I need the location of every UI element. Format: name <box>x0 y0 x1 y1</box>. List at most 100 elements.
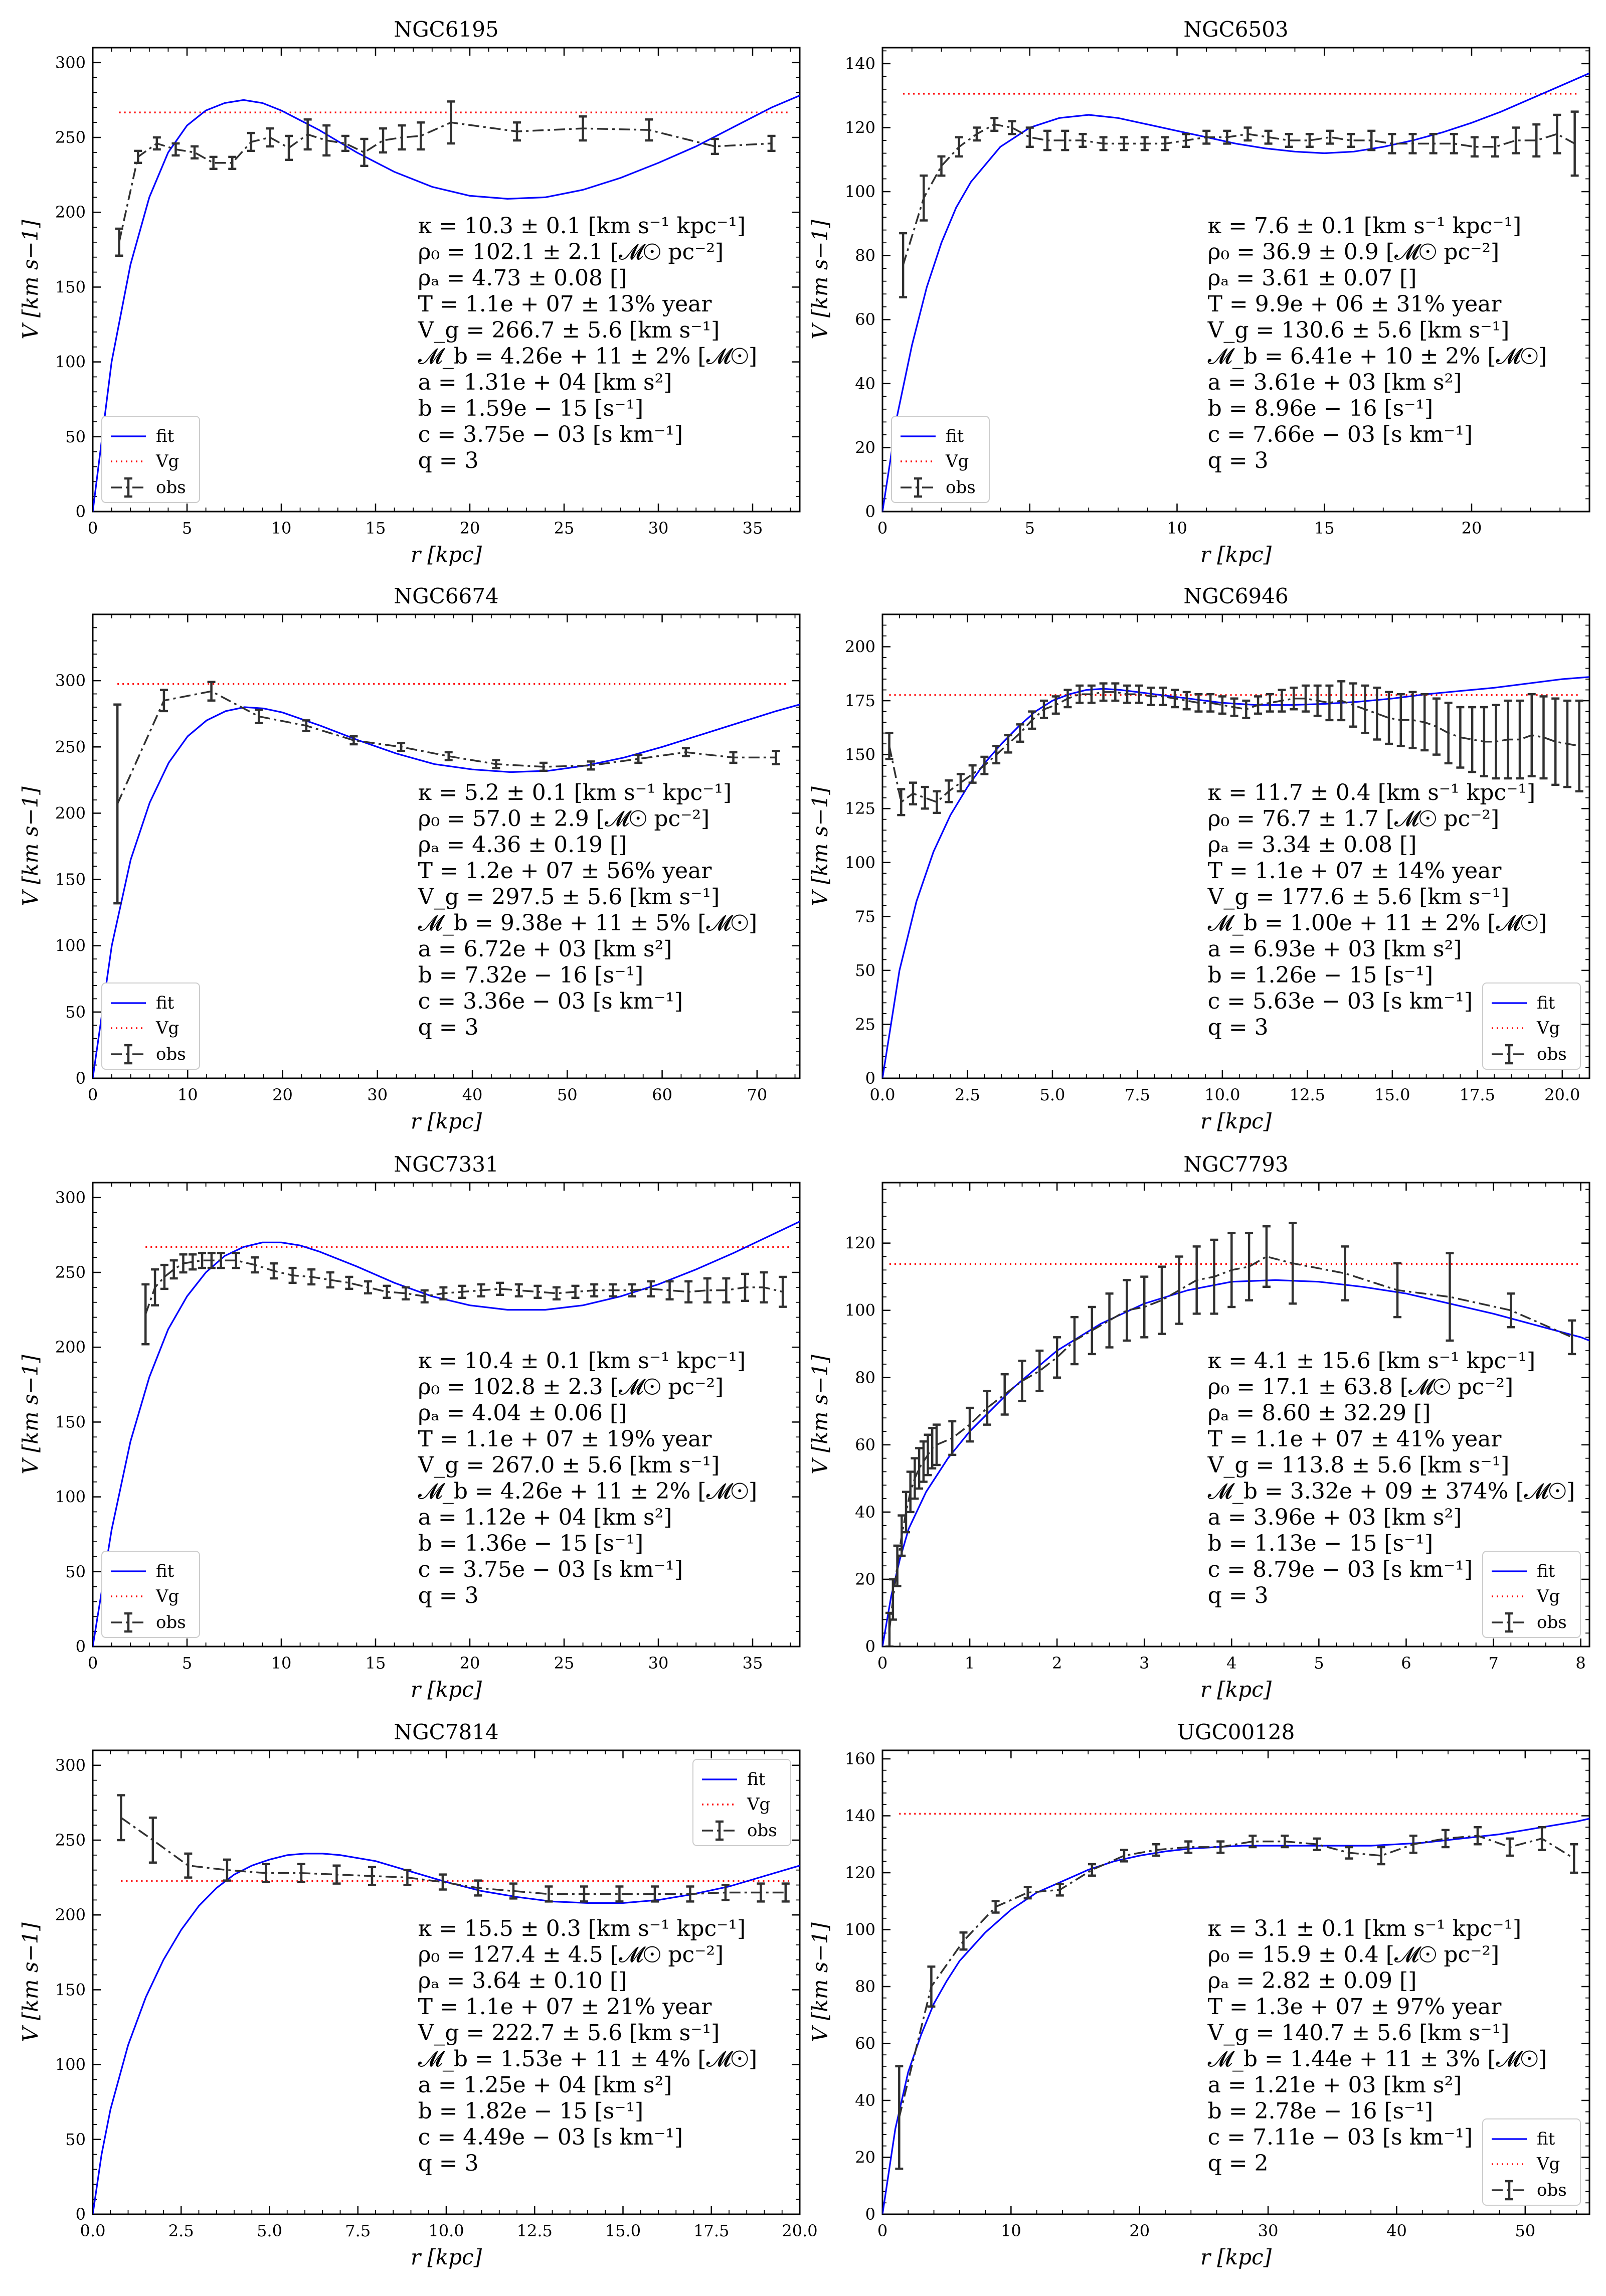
legend-box <box>692 1759 791 1846</box>
x-tick-label: 7 <box>1488 1654 1498 1673</box>
y-tick-label: 140 <box>845 54 875 73</box>
y-tick-label: 80 <box>855 1368 875 1387</box>
legend-label: obs <box>156 1612 186 1632</box>
legend-label: fit <box>1537 1561 1555 1581</box>
param-line: T = 1.1e + 07 ± 13% year <box>418 291 712 317</box>
param-line: c = 3.75e − 03 [s km⁻¹] <box>418 422 683 447</box>
x-tick-label: 0.0 <box>870 1085 896 1104</box>
y-tick-label: 150 <box>55 1412 86 1431</box>
x-tick-label: 0 <box>88 1085 98 1104</box>
y-tick-label: 100 <box>845 853 875 872</box>
param-line: q = 3 <box>1208 1583 1269 1608</box>
param-line: c = 5.63e − 03 [s km⁻¹] <box>1208 989 1473 1014</box>
x-tick-label: 0 <box>877 1654 887 1673</box>
x-axis-label: r [kpc] <box>411 1109 482 1133</box>
param-line: c = 3.36e − 03 [s km⁻¹] <box>418 989 683 1014</box>
x-tick-label: 70 <box>747 1085 767 1104</box>
x-tick-label: 15 <box>366 1654 386 1673</box>
x-tick-label: 5 <box>182 1654 192 1673</box>
obs-curve <box>116 690 776 804</box>
axes-frame <box>881 1749 1590 2215</box>
y-tick-label: 0 <box>865 1637 875 1656</box>
param-line: T = 1.3e + 07 ± 97% year <box>1208 1994 1502 2020</box>
legend: fit Vg obs <box>1482 982 1581 1070</box>
param-line: V_g = 130.6 ± 5.6 [km s⁻¹] <box>1207 317 1510 343</box>
param-line: c = 3.75e − 03 [s km⁻¹] <box>418 1557 683 1582</box>
x-tick-label: 40 <box>1386 2221 1407 2240</box>
y-axis-label: V [km s−1] <box>808 786 832 906</box>
legend-label: fit <box>156 993 174 1013</box>
y-tick-label: 25 <box>855 1015 875 1034</box>
plot-area <box>882 72 1589 512</box>
legend-label: fit <box>1537 2129 1555 2149</box>
y-tick-label: 80 <box>855 1977 875 1996</box>
panel-title: NGC7331 <box>394 1152 498 1177</box>
param-line: 𝓜_b = 1.53e + 11 ± 4% [𝓜☉] <box>418 2046 758 2072</box>
legend-label: fit <box>1537 993 1555 1013</box>
x-tick-label: 40 <box>462 1085 483 1104</box>
param-line: V_g = 297.5 ± 5.6 [km s⁻¹] <box>418 884 720 910</box>
y-tick-label: 50 <box>65 1003 86 1022</box>
y-tick-label: 200 <box>55 1338 86 1357</box>
y-tick-label: 80 <box>855 246 875 265</box>
x-tick-label: 15 <box>366 519 386 538</box>
x-tick-label: 10.0 <box>1204 1085 1240 1104</box>
y-tick-label: 50 <box>65 1562 86 1581</box>
param-line: ρ₀ = 76.7 ± 1.7 [𝓜☉ pc⁻²] <box>1208 806 1500 832</box>
y-tick-label: 100 <box>845 1301 875 1320</box>
x-tick-label: 7.5 <box>1125 1085 1150 1104</box>
x-axis-label: r [kpc] <box>1200 1677 1272 1702</box>
x-tick-label: 2.5 <box>955 1085 980 1104</box>
panel-title: NGC7814 <box>394 1720 498 1744</box>
x-tick-label: 0 <box>877 519 887 538</box>
x-tick-label: 20 <box>272 1085 293 1104</box>
x-tick-label: 20 <box>1129 2221 1150 2240</box>
y-tick-label: 20 <box>855 438 875 457</box>
param-line: b = 1.26e − 15 [s⁻¹] <box>1208 962 1434 988</box>
y-tick-label: 300 <box>55 53 86 72</box>
y-tick-label: 120 <box>845 118 875 137</box>
param-line: ρₐ = 3.64 ± 0.10 [] <box>418 1968 627 1994</box>
x-tick-label: 2 <box>1052 1654 1062 1673</box>
panel-ngc6946: NGC6946 0.0 2.5 5.0 7.5 10.0 12.5 15.0 17.5 20.0 0… <box>808 584 1590 1133</box>
param-line: b = 1.82e − 15 [s⁻¹] <box>418 2098 644 2124</box>
x-tick-label: 0.0 <box>80 2221 106 2240</box>
x-tick-label: 10 <box>177 1085 198 1104</box>
fit-curve <box>93 95 800 512</box>
plot-area <box>93 1221 800 1647</box>
param-line: T = 9.9e + 06 ± 31% year <box>1208 291 1502 317</box>
param-line: q = 3 <box>418 1583 479 1608</box>
y-tick-label: 60 <box>855 1435 875 1454</box>
y-tick-label: 250 <box>55 1263 86 1282</box>
legend-box <box>1482 982 1581 1070</box>
x-tick-label: 15 <box>1314 519 1335 538</box>
x-tick-label: 20 <box>1462 519 1482 538</box>
y-tick-label: 100 <box>845 1920 875 1939</box>
param-line: c = 7.66e − 03 [s km⁻¹] <box>1208 422 1473 447</box>
y-tick-label: 20 <box>855 1570 875 1589</box>
panel-title: UGC00128 <box>1177 1720 1295 1744</box>
legend-label: obs <box>156 477 186 498</box>
y-tick-label: 150 <box>55 870 86 889</box>
y-tick-label: 200 <box>845 637 875 657</box>
param-line: ρ₀ = 17.1 ± 63.8 [𝓜☉ pc⁻²] <box>1208 1374 1514 1400</box>
param-line: κ = 15.5 ± 0.3 [km s⁻¹ kpc⁻¹] <box>418 1916 746 1941</box>
y-tick-label: 250 <box>55 1831 86 1850</box>
legend-label: fit <box>156 1561 174 1581</box>
param-line: κ = 5.2 ± 0.1 [km s⁻¹ kpc⁻¹] <box>418 780 732 805</box>
param-line: ρₐ = 4.73 ± 0.08 [] <box>418 265 627 291</box>
y-tick-label: 100 <box>55 353 86 372</box>
x-tick-label: 4 <box>1226 1654 1236 1673</box>
y-tick-label: 100 <box>845 182 875 201</box>
x-tick-label: 0 <box>877 2221 887 2240</box>
x-tick-label: 1 <box>965 1654 975 1673</box>
param-line: 𝓜_b = 1.00e + 11 ± 2% [𝓜☉] <box>1208 910 1547 936</box>
x-tick-label: 5 <box>182 519 192 538</box>
panel-ngc6503: NGC6503 0 5 10 15 20 0 20 40 60 80 100 120 140 r [kpc]… <box>808 17 1590 567</box>
x-tick-label: 35 <box>743 519 763 538</box>
x-tick-label: 25 <box>554 519 575 538</box>
y-tick-label: 0 <box>76 1069 86 1088</box>
legend-label: obs <box>1537 1044 1567 1064</box>
param-line: ρₐ = 3.61 ± 0.07 [] <box>1208 265 1417 291</box>
